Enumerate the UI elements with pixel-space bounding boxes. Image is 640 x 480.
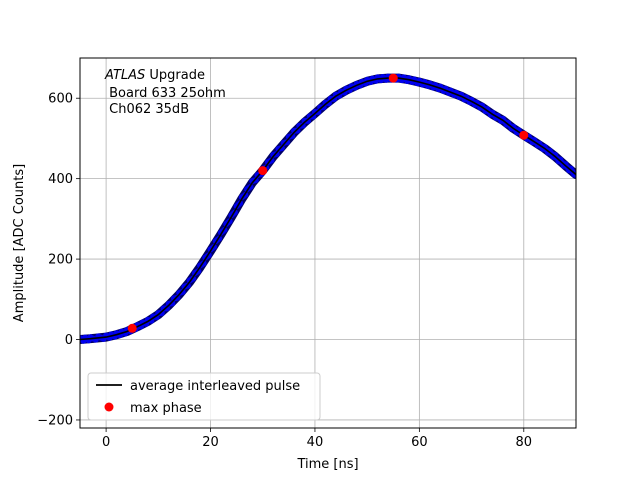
max-phase-marker bbox=[127, 323, 137, 333]
plot-frame bbox=[79, 57, 577, 429]
y-tick-label: 400 bbox=[48, 172, 73, 187]
x-tick-label: 60 bbox=[411, 435, 428, 450]
sample-point bbox=[164, 305, 171, 312]
x-axis-label: Time [ns] bbox=[296, 457, 358, 472]
data-layer bbox=[80, 73, 576, 344]
sample-point bbox=[289, 132, 296, 139]
max-phase-marker bbox=[258, 166, 268, 176]
y-tick-label: 0 bbox=[65, 333, 73, 348]
sample-point bbox=[299, 122, 306, 129]
average-pulse-line bbox=[80, 77, 576, 341]
x-tick-label: 80 bbox=[516, 435, 533, 450]
sample-point bbox=[169, 300, 176, 307]
legend-label-max-phase: max phase bbox=[130, 401, 202, 416]
y-tick-label: 600 bbox=[48, 92, 73, 107]
sample-point bbox=[320, 104, 327, 111]
y-tick-label: 200 bbox=[48, 253, 73, 268]
sample-point bbox=[158, 310, 165, 317]
annotation-line1-rest: Upgrade bbox=[145, 68, 205, 83]
legend: average interleaved pulse max phase bbox=[87, 372, 321, 421]
sample-point bbox=[252, 177, 259, 184]
legend-label-average: average interleaved pulse bbox=[130, 379, 300, 394]
annotation-italic: ATLAS bbox=[104, 68, 145, 83]
annotation-line3: Ch062 35dB bbox=[105, 102, 189, 117]
y-tick-label: −200 bbox=[37, 413, 73, 428]
sample-point bbox=[294, 127, 301, 134]
max-phase-marker bbox=[388, 73, 398, 83]
sample-point bbox=[273, 151, 280, 158]
sample-point bbox=[284, 138, 291, 145]
annotation: ATLAS Upgrade Board 633 25ohm Ch062 35dB bbox=[104, 68, 226, 117]
axis-ticks: 0 20 40 60 80 −200 0 200 400 600 bbox=[37, 92, 532, 450]
svg-text:ATLAS Upgrade: ATLAS Upgrade bbox=[104, 68, 205, 83]
y-axis-label: Amplitude [ADC Counts] bbox=[12, 164, 27, 322]
legend-box bbox=[87, 372, 321, 421]
annotation-line2: Board 633 25ohm bbox=[105, 86, 226, 101]
legend-marker-swatch bbox=[104, 402, 114, 412]
max-phase-marker bbox=[519, 130, 529, 140]
x-tick-label: 0 bbox=[102, 435, 110, 450]
sample-point bbox=[174, 294, 181, 301]
x-tick-label: 20 bbox=[202, 435, 219, 450]
x-tick-label: 40 bbox=[307, 435, 324, 450]
sample-point bbox=[278, 144, 285, 151]
sample-point bbox=[315, 108, 322, 115]
